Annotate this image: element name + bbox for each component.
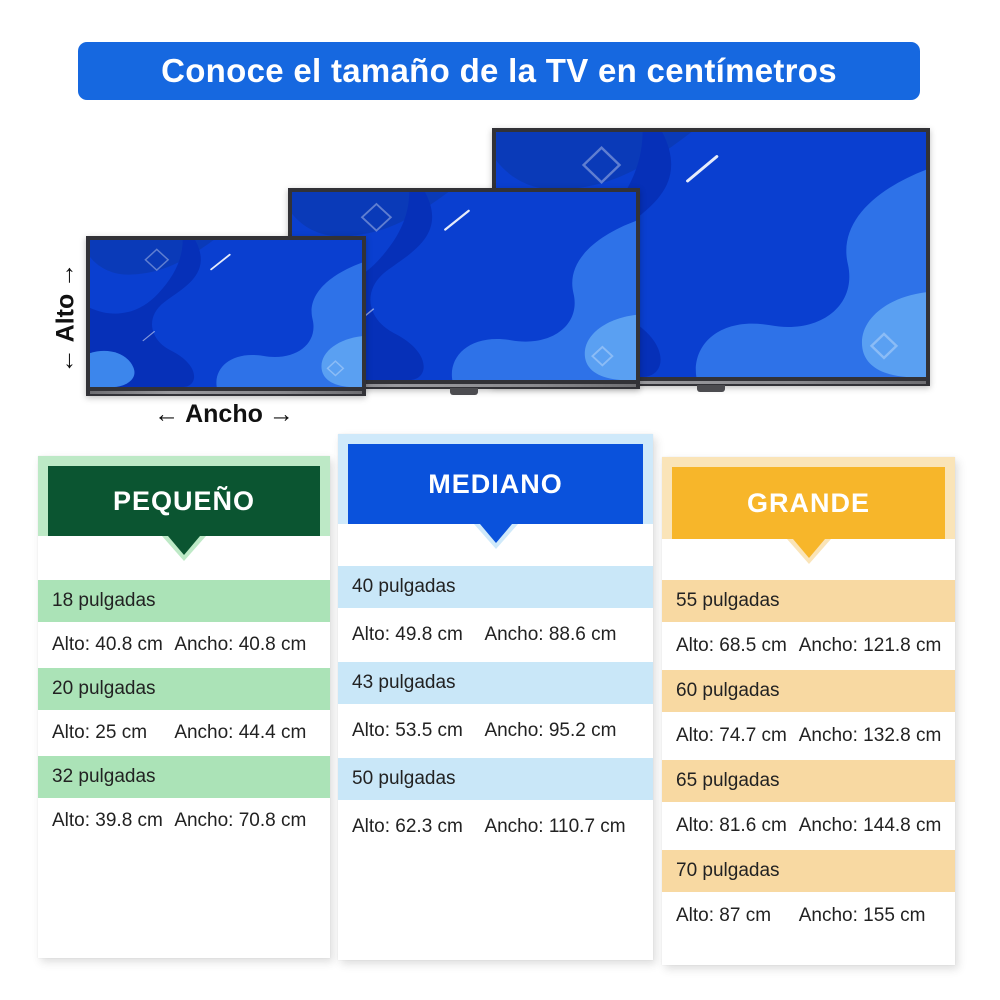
title-banner: Conoce el tamaño de la TV en centímetros bbox=[78, 42, 920, 100]
size-row: 40 pulgadas bbox=[338, 566, 653, 608]
ancho-value: Ancho: 132.8 cm bbox=[798, 725, 942, 746]
measure-row: Alto: 68.5 cm Ancho: 121.8 cm bbox=[662, 622, 955, 670]
right-arrow-icon: → bbox=[268, 399, 294, 428]
width-label-text: Ancho bbox=[185, 399, 263, 428]
size-label: 32 pulgadas bbox=[52, 766, 156, 787]
ancho-value: Ancho: 88.6 cm bbox=[484, 624, 617, 645]
header-notch bbox=[38, 536, 330, 558]
header-notch bbox=[662, 539, 955, 561]
tv-stand-stub bbox=[697, 385, 725, 392]
tv-small-icon bbox=[86, 236, 366, 396]
measure-row: Alto: 39.8 cm Ancho: 70.8 cm bbox=[38, 798, 330, 844]
card-header-frame: GRANDE bbox=[662, 457, 955, 539]
size-card-grande: GRANDE 55 pulgadas Alto: 68.5 cm Ancho: … bbox=[662, 457, 955, 965]
alto-value: Alto: 49.8 cm bbox=[352, 624, 463, 645]
size-label: 65 pulgadas bbox=[676, 770, 780, 791]
alto-value: Alto: 39.8 cm bbox=[52, 810, 163, 831]
measure-row: Alto: 40.8 cm Ancho: 40.8 cm bbox=[38, 622, 330, 668]
size-row: 18 pulgadas bbox=[38, 580, 330, 622]
ancho-value: Ancho: 70.8 cm bbox=[174, 810, 307, 831]
size-row: 55 pulgadas bbox=[662, 580, 955, 622]
ancho-value: Ancho: 40.8 cm bbox=[174, 634, 307, 655]
alto-value: Alto: 25 cm bbox=[52, 722, 148, 743]
alto-value: Alto: 68.5 cm bbox=[676, 635, 787, 656]
height-label-text: Alto bbox=[51, 293, 79, 343]
alto-value: Alto: 81.6 cm bbox=[676, 815, 787, 836]
measure-row: Alto: 25 cm Ancho: 44.4 cm bbox=[38, 710, 330, 756]
size-label: 18 pulgadas bbox=[52, 590, 156, 611]
category-name: GRANDE bbox=[746, 487, 870, 518]
ancho-value: Ancho: 155 cm bbox=[798, 905, 926, 926]
width-dimension-label: ← Ancho → bbox=[138, 399, 310, 429]
header-notch bbox=[338, 524, 653, 546]
card-header-frame: PEQUEÑO bbox=[38, 456, 330, 536]
size-row: 65 pulgadas bbox=[662, 760, 955, 802]
size-row: 60 pulgadas bbox=[662, 670, 955, 712]
measure-row: Alto: 87 cm Ancho: 155 cm bbox=[662, 892, 955, 940]
size-label: 40 pulgadas bbox=[352, 576, 456, 597]
size-row: 70 pulgadas bbox=[662, 850, 955, 892]
left-arrow-icon: ← bbox=[154, 399, 180, 428]
height-dimension-label: ← Alto → bbox=[48, 241, 84, 396]
size-card-mediano: MEDIANO 40 pulgadas Alto: 49.8 cm Ancho:… bbox=[338, 434, 653, 960]
size-label: 50 pulgadas bbox=[352, 768, 456, 789]
card-header: GRANDE bbox=[672, 467, 945, 539]
size-label: 70 pulgadas bbox=[676, 860, 780, 881]
card-header: PEQUEÑO bbox=[48, 466, 320, 536]
alto-value: Alto: 53.5 cm bbox=[352, 720, 463, 741]
card-header-frame: MEDIANO bbox=[338, 434, 653, 524]
size-label: 20 pulgadas bbox=[52, 678, 156, 699]
alto-value: Alto: 87 cm bbox=[676, 905, 772, 926]
category-name: MEDIANO bbox=[428, 468, 563, 499]
alto-value: Alto: 40.8 cm bbox=[52, 634, 163, 655]
measure-row: Alto: 81.6 cm Ancho: 144.8 cm bbox=[662, 802, 955, 850]
size-row: 20 pulgadas bbox=[38, 668, 330, 710]
category-name: PEQUEÑO bbox=[112, 485, 256, 516]
size-rows: 40 pulgadas Alto: 49.8 cm Ancho: 88.6 cm… bbox=[338, 566, 653, 854]
page-title: Conoce el tamaño de la TV en centímetros bbox=[161, 52, 837, 89]
ancho-value: Ancho: 95.2 cm bbox=[484, 720, 617, 741]
card-header: MEDIANO bbox=[348, 444, 643, 524]
measure-row: Alto: 62.3 cm Ancho: 110.7 cm bbox=[338, 800, 653, 854]
size-label: 43 pulgadas bbox=[352, 672, 456, 693]
size-card-pequeno: PEQUEÑO 18 pulgadas Alto: 40.8 cm Ancho:… bbox=[38, 456, 330, 958]
measure-row: Alto: 49.8 cm Ancho: 88.6 cm bbox=[338, 608, 653, 662]
measure-row: Alto: 53.5 cm Ancho: 95.2 cm bbox=[338, 704, 653, 758]
size-row: 32 pulgadas bbox=[38, 756, 330, 798]
measure-row: Alto: 74.7 cm Ancho: 132.8 cm bbox=[662, 712, 955, 760]
ancho-value: Ancho: 44.4 cm bbox=[174, 722, 307, 743]
size-row: 50 pulgadas bbox=[338, 758, 653, 800]
tv-stand-stub bbox=[450, 388, 478, 395]
tv-small-screen bbox=[90, 240, 362, 387]
ancho-value: Ancho: 121.8 cm bbox=[798, 635, 942, 656]
down-arrow-icon: ← bbox=[51, 348, 79, 374]
ancho-value: Ancho: 144.8 cm bbox=[798, 815, 942, 836]
size-label: 55 pulgadas bbox=[676, 590, 780, 611]
size-row: 43 pulgadas bbox=[338, 662, 653, 704]
size-rows: 18 pulgadas Alto: 40.8 cm Ancho: 40.8 cm… bbox=[38, 580, 330, 844]
ancho-value: Ancho: 110.7 cm bbox=[484, 816, 626, 837]
size-rows: 55 pulgadas Alto: 68.5 cm Ancho: 121.8 c… bbox=[662, 580, 955, 940]
up-arrow-icon: → bbox=[51, 262, 79, 288]
alto-value: Alto: 62.3 cm bbox=[352, 816, 463, 837]
alto-value: Alto: 74.7 cm bbox=[676, 725, 787, 746]
size-label: 60 pulgadas bbox=[676, 680, 780, 701]
